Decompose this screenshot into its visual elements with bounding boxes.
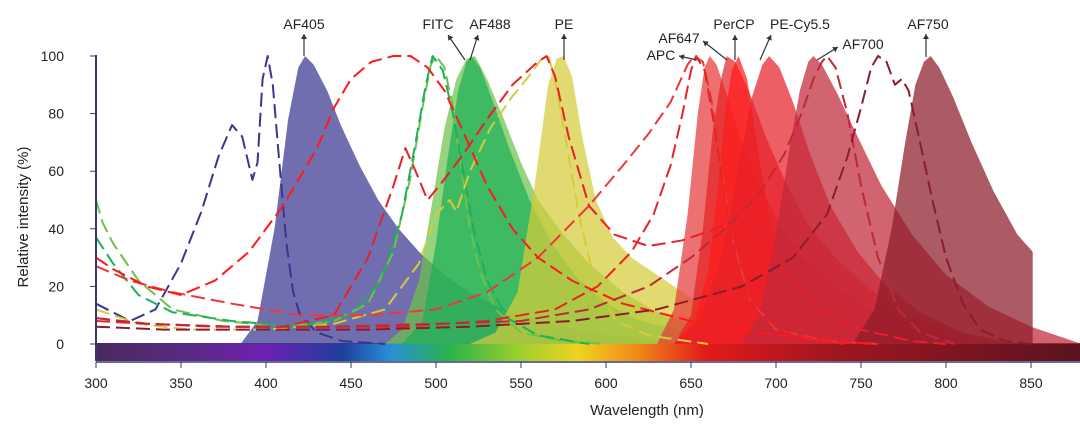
emission-area-af405 — [240, 56, 691, 344]
y-tick-label: 40 — [48, 221, 64, 237]
dye-label-af700: AF700 — [842, 36, 883, 52]
x-axis-title: Wavelength (nm) — [590, 402, 704, 419]
dye-label-af405: AF405 — [283, 16, 324, 32]
x-tick-label: 550 — [509, 375, 533, 391]
label-arrowhead-af700 — [832, 47, 838, 53]
y-axis-title: Relative intensity (%) — [15, 147, 32, 288]
label-arrowhead-af405 — [301, 34, 307, 39]
excitation-line-af488 — [95, 55, 590, 345]
emission-areas — [240, 56, 1080, 344]
y-tick-label: 80 — [48, 106, 64, 122]
dye-label-af488: AF488 — [469, 16, 510, 32]
dye-label-fitc: FITC — [422, 16, 453, 32]
label-arrowhead-fitc — [448, 35, 454, 41]
x-tick-label: 450 — [339, 375, 363, 391]
label-pointer-fitc — [447, 34, 466, 61]
label-arrowhead-af647 — [703, 41, 709, 47]
y-tick-label: 60 — [48, 163, 64, 179]
label-arrowhead-apc — [679, 54, 685, 60]
emission-area-af750 — [852, 56, 1033, 344]
x-tick-label: 600 — [594, 375, 618, 391]
x-tick-label: 500 — [424, 375, 448, 391]
excitation-line-apc — [95, 55, 879, 345]
y-tick-label: 20 — [48, 278, 64, 294]
dye-label-pe-cy5-5: PE-Cy5.5 — [770, 16, 830, 32]
axes — [95, 55, 1080, 363]
excitation-line-pe-cy5-5 — [95, 55, 947, 345]
dye-label-pe: PE — [555, 16, 574, 32]
x-tick-label: 750 — [849, 375, 873, 391]
y-tick-label: 0 — [56, 336, 64, 352]
x-tick-label: 350 — [169, 375, 193, 391]
x-tick-label: 800 — [934, 375, 958, 391]
label-arrowhead-pe — [561, 34, 567, 39]
label-arrowhead-af750 — [923, 34, 929, 39]
excitation-line-af405 — [95, 55, 386, 345]
dye-label-af750: AF750 — [907, 16, 948, 32]
x-tick-label: 300 — [84, 375, 108, 391]
excitation-line-af700 — [95, 55, 955, 345]
x-tick-label: 700 — [764, 375, 788, 391]
excitation-lines — [95, 55, 1032, 345]
emission-area-pe — [470, 56, 929, 344]
emission-area-pe-cy5-5 — [674, 56, 1014, 344]
dye-label-af647: AF647 — [658, 30, 699, 46]
y-tick-label: 100 — [41, 48, 65, 64]
excitation-line-fitc — [95, 55, 607, 345]
label-arrowhead-percp — [732, 35, 738, 40]
dye-label-percp: PerCP — [713, 16, 754, 32]
label-arrowhead-af488 — [473, 35, 480, 41]
label-arrowhead-pe-cy5-5 — [766, 35, 772, 41]
emission-area-af700 — [742, 56, 1080, 344]
excitation-line-percp — [95, 55, 879, 345]
x-tick-label: 850 — [1019, 375, 1043, 391]
excitation-line-pe — [95, 55, 709, 345]
spectrum-bar — [96, 343, 1080, 361]
label-pointer-af647 — [702, 40, 728, 61]
tick-labels: 300 350 400 450 500 550 600 650 700 750 800 850 0 20 4… — [41, 48, 1043, 391]
x-tick-label: 650 — [679, 375, 703, 391]
emission-area-af488 — [402, 56, 810, 344]
dye-label-apc: APC — [647, 47, 676, 63]
x-tick-label: 400 — [254, 375, 278, 391]
